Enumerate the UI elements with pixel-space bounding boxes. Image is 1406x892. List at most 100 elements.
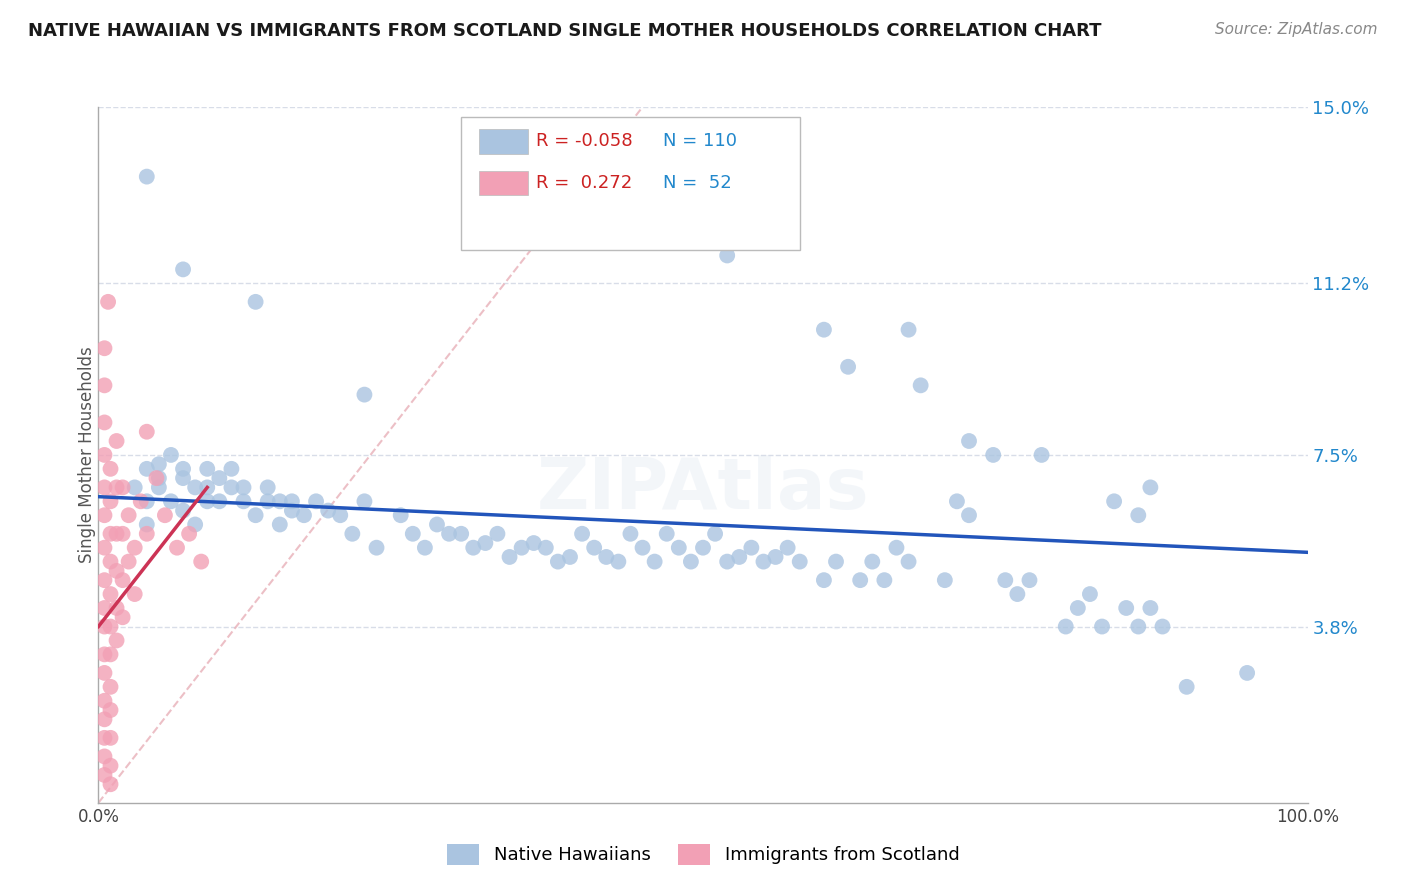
Point (135, 425, 157, 439)
Point (281, 494, 304, 508)
Text: R =  0.272: R = 0.272 (536, 174, 633, 192)
Point (93, 749, 115, 764)
Point (269, 494, 291, 508)
Point (668, 541, 690, 555)
Point (897, 323, 920, 337)
Point (105, 526, 128, 541)
Point (981, 448, 1004, 462)
Point (547, 555, 569, 569)
Text: N =  52: N = 52 (664, 174, 733, 192)
Point (93, 508, 115, 523)
Point (135, 526, 157, 541)
Point (100, 777, 122, 791)
Point (813, 573, 835, 587)
Point (100, 648, 122, 662)
Point (534, 541, 557, 555)
Point (752, 555, 775, 569)
Point (105, 601, 128, 615)
Text: Source: ZipAtlas.com: Source: ZipAtlas.com (1215, 22, 1378, 37)
Point (716, 248, 738, 262)
Point (934, 573, 956, 587)
Point (281, 503, 304, 517)
Point (100, 555, 122, 569)
Point (776, 541, 799, 555)
Point (1152, 619, 1174, 633)
Point (426, 517, 449, 532)
Point (571, 526, 593, 541)
Point (232, 494, 254, 508)
Point (437, 526, 460, 541)
Point (172, 471, 194, 485)
Point (366, 541, 388, 555)
Point (100, 462, 122, 476)
Point (1067, 601, 1090, 615)
Point (523, 536, 546, 550)
Point (631, 541, 654, 555)
Point (195, 462, 218, 476)
Point (1139, 480, 1161, 494)
Point (946, 494, 969, 508)
Point (93, 648, 115, 662)
Point (402, 526, 425, 541)
Point (957, 508, 980, 523)
Point (111, 480, 134, 494)
Point (160, 494, 183, 508)
Point (93, 712, 115, 726)
Point (256, 494, 278, 508)
Point (100, 494, 122, 508)
Point (837, 359, 859, 374)
Y-axis label: Single Mother Households: Single Mother Households (79, 347, 96, 563)
Point (148, 480, 170, 494)
Point (897, 555, 920, 569)
Point (789, 555, 811, 569)
Point (873, 573, 896, 587)
Point (486, 526, 509, 541)
Point (910, 378, 932, 392)
FancyBboxPatch shape (479, 129, 527, 153)
Point (450, 526, 472, 541)
Point (100, 703, 122, 717)
Point (124, 480, 146, 494)
Point (740, 541, 762, 555)
Point (172, 262, 194, 277)
Point (93, 665, 115, 680)
Point (886, 541, 908, 555)
Point (558, 549, 581, 564)
Point (510, 541, 533, 555)
Point (93, 416, 115, 430)
Point (195, 494, 218, 508)
Point (148, 471, 170, 485)
Point (93, 378, 115, 392)
Point (860, 555, 883, 569)
Point (93, 601, 115, 615)
Point (105, 564, 128, 578)
Point (498, 549, 520, 564)
Legend: Native Hawaiians, Immigrants from Scotland: Native Hawaiians, Immigrants from Scotla… (437, 835, 969, 874)
Point (190, 555, 212, 569)
Point (135, 517, 157, 532)
Point (619, 526, 641, 541)
Point (679, 555, 702, 569)
Point (245, 294, 267, 309)
Point (232, 480, 254, 494)
Point (957, 434, 980, 448)
Point (813, 323, 835, 337)
Point (1128, 508, 1150, 523)
Point (105, 434, 128, 448)
Point (342, 526, 364, 541)
Point (145, 471, 167, 485)
Point (389, 508, 412, 523)
Point (256, 480, 278, 494)
Point (100, 731, 122, 745)
Point (644, 555, 666, 569)
Point (97, 294, 120, 309)
Point (1031, 448, 1053, 462)
Point (329, 508, 352, 523)
Point (111, 526, 134, 541)
Point (100, 619, 122, 633)
Point (245, 508, 267, 523)
Point (1175, 680, 1198, 694)
Point (849, 573, 872, 587)
Point (583, 541, 606, 555)
Point (111, 610, 134, 624)
